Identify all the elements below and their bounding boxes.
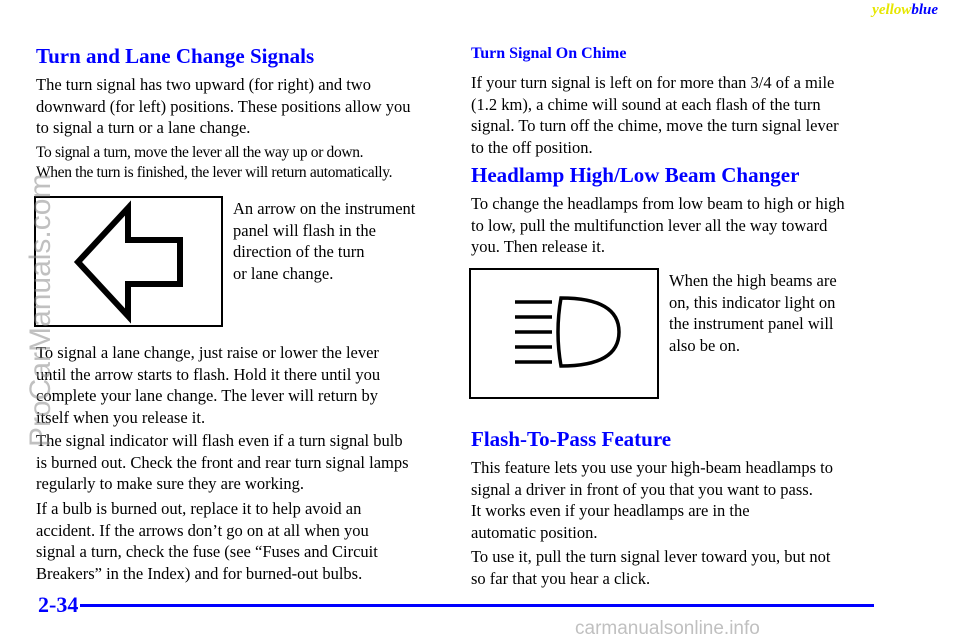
- text-line: to signal a turn or a lane change.: [36, 118, 251, 137]
- text-line: to the off position.: [471, 137, 593, 157]
- text-line: so far that you hear a click.: [471, 568, 651, 588]
- text-line: This feature lets you use your high-beam…: [471, 458, 833, 477]
- turn-signal-intro: The turn signal has two upward (for righ…: [36, 74, 446, 139]
- footer-rule: [80, 604, 874, 607]
- text-line: regularly to make sure they are working.: [36, 474, 305, 493]
- text-line: signal. To turn off the chime, move the …: [471, 116, 839, 135]
- text-line: To change the headlamps from low beam to…: [471, 194, 845, 213]
- chime-paragraph: If your turn signal is left on for more …: [471, 72, 891, 158]
- text-line: until the arrow starts to flash. Hold it…: [36, 364, 381, 384]
- turn-arrow-illustration: [34, 196, 223, 327]
- text-line: To use it, pull the turn signal lever to…: [471, 547, 831, 566]
- replace-bulb-paragraph: If a bulb is burned out, replace it to h…: [36, 498, 446, 584]
- text-line: you. Then release it.: [471, 237, 605, 256]
- high-beam-illustration: [469, 268, 659, 399]
- text-line: When the high beams are: [669, 271, 837, 290]
- text-line: downward (for left) positions. These pos…: [36, 96, 411, 116]
- text-line: signal a driver in front of you that you…: [471, 479, 813, 499]
- text-line: (1.2 km), a chime will sound at each fla…: [471, 94, 821, 114]
- section-title-beam-changer: Headlamp High/Low Beam Changer: [471, 163, 800, 187]
- beam-changer-paragraph: To change the headlamps from low beam to…: [471, 193, 891, 258]
- section-title-flash-to-pass: Flash-To-Pass Feature: [471, 427, 672, 451]
- text-line: automatic position.: [471, 522, 598, 542]
- text-line: complete your lane change. The lever wil…: [36, 386, 378, 405]
- text-line: direction of the turn: [233, 242, 365, 261]
- page-number: 2-34: [38, 592, 79, 617]
- section-title-turn-signals: Turn and Lane Change Signals: [36, 44, 315, 68]
- color-tag-yellow: yellow: [872, 2, 912, 18]
- color-tag: yellowblue: [872, 2, 938, 19]
- text-line: signal a turn, check the fuse (see “Fuse…: [36, 542, 378, 561]
- text-line: If a bulb is burned out, replace it to h…: [36, 499, 362, 518]
- text-line: If your turn signal is left on for more …: [471, 73, 835, 92]
- arrow-caption: An arrow on the instrument panel will fl…: [233, 198, 443, 284]
- color-tag-blue: blue: [911, 2, 938, 18]
- flash-to-pass-paragraph: This feature lets you use your high-beam…: [471, 457, 891, 543]
- text-line: The signal indicator will flash even if …: [36, 431, 403, 450]
- text-line: The turn signal has two upward (for righ…: [36, 75, 371, 94]
- text-line: itself when you release it.: [36, 407, 206, 427]
- text-line: It works even if your headlamps are in t…: [471, 501, 750, 520]
- turn-signal-howto: To signal a turn, move the lever all the…: [36, 143, 451, 183]
- high-beam-headlamp-icon: [515, 296, 621, 368]
- text-line: To signal a turn, move the lever all the…: [36, 144, 364, 161]
- text-line: also be on.: [669, 335, 741, 355]
- text-line: An arrow on the instrument: [233, 199, 416, 218]
- text-line: Breakers” in the Index) and for burned-o…: [36, 563, 363, 583]
- text-line: or lane change.: [233, 263, 334, 283]
- high-beam-caption: When the high beams are on, this indicat…: [669, 270, 889, 356]
- text-line: accident. If the arrows don’t go on at a…: [36, 520, 369, 540]
- lane-change-paragraph: To signal a lane change, just raise or l…: [36, 342, 446, 428]
- chime-subtitle: Turn Signal On Chime: [471, 45, 627, 62]
- side-watermark-text: ProCarManuals.com: [24, 173, 57, 447]
- text-line: to low, pull the multifunction lever all…: [471, 215, 828, 235]
- left-arrow-outline-icon: [73, 200, 183, 324]
- flash-to-pass-howto: To use it, pull the turn signal lever to…: [471, 546, 891, 589]
- burned-out-bulb-paragraph: The signal indicator will flash even if …: [36, 430, 446, 495]
- text-line: panel will flash in the: [233, 220, 376, 240]
- text-line: the instrument panel will: [669, 314, 834, 333]
- text-line: is burned out. Check the front and rear …: [36, 452, 409, 472]
- bottom-watermark: carmanualsonline.info: [575, 618, 760, 639]
- text-line: on, this indicator light on: [669, 292, 836, 312]
- text-line: When the turn is finished, the lever wil…: [36, 164, 393, 181]
- text-line: To signal a lane change, just raise or l…: [36, 343, 379, 362]
